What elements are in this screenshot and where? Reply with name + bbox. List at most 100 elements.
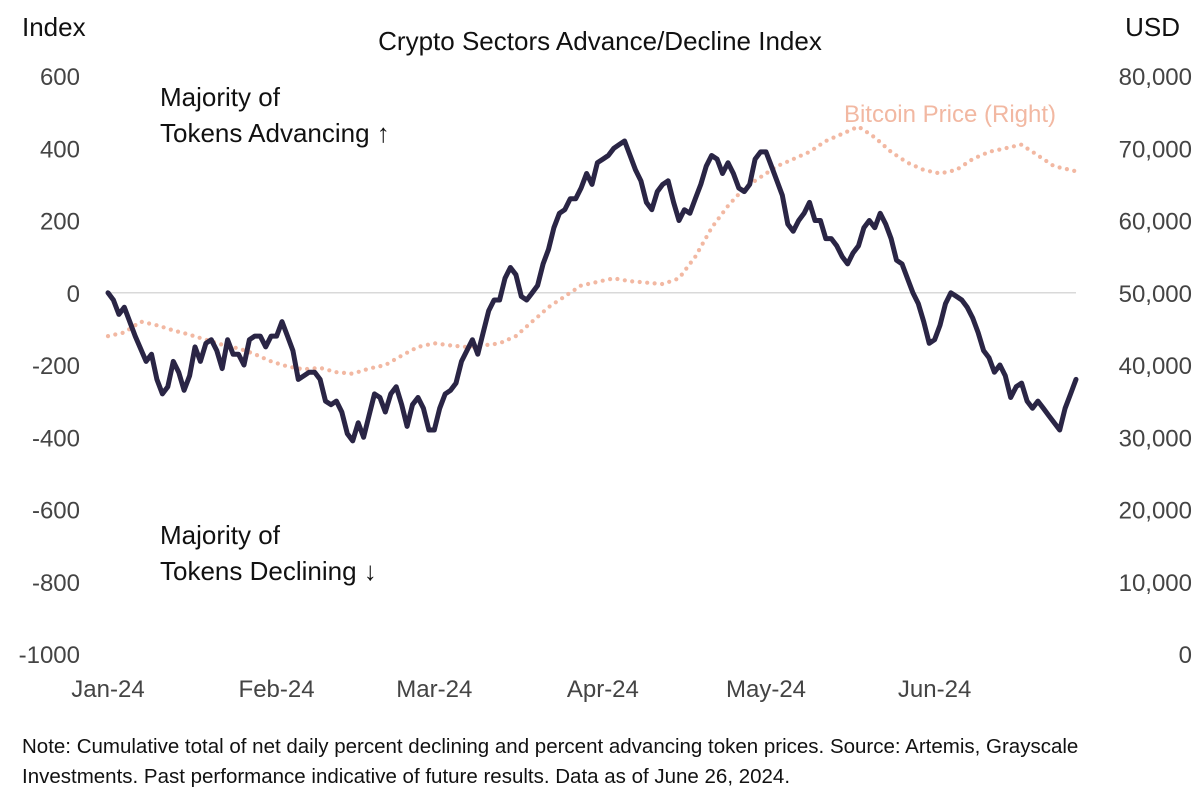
bitcoin-price-point <box>113 332 118 337</box>
bitcoin-price-point <box>319 366 325 371</box>
bitcoin-price-point <box>275 361 280 366</box>
bitcoin-price-point <box>405 350 410 355</box>
bitcoin-price-point <box>139 319 144 324</box>
bitcoin-price-point <box>660 281 665 287</box>
bitcoin-price-point <box>455 344 460 349</box>
bitcoin-price-point <box>433 341 438 346</box>
x-tick-label: Jan-24 <box>71 676 144 703</box>
bitcoin-price-point <box>864 130 870 135</box>
bitcoin-price-point <box>759 174 764 179</box>
left-tick-label: -400 <box>32 425 80 452</box>
bitcoin-price-point <box>190 333 195 338</box>
bitcoin-price-point <box>969 157 974 163</box>
bitcoin-price-point <box>586 281 591 287</box>
bitcoin-price-point <box>674 277 679 282</box>
bitcoin-price-point <box>398 354 403 359</box>
bitcoin-price-point <box>105 334 111 339</box>
bitcoin-price-point <box>530 319 535 324</box>
bitcoin-price-point <box>233 345 238 350</box>
bitcoin-price-point <box>536 314 541 319</box>
bitcoin-price-point <box>608 277 613 282</box>
x-tick-label: Jun-24 <box>898 676 971 703</box>
x-tick-label: May-24 <box>726 676 806 703</box>
x-tick-label: Feb-24 <box>239 676 315 703</box>
bitcoin-price-point <box>541 309 547 314</box>
bitcoin-price-point <box>785 159 790 164</box>
bitcoin-price-point <box>708 228 713 233</box>
bitcoin-price-point <box>197 335 202 340</box>
bitcoin-price-point <box>818 142 823 147</box>
bitcoin-price-point <box>593 280 598 285</box>
bitcoin-price-point <box>175 329 181 334</box>
bitcoin-price-point <box>894 153 899 158</box>
left-axis-ticks: 600 400 200 0 -200 -400 -600 -800 -1000 <box>19 64 80 669</box>
bitcoin-price-point <box>679 272 684 277</box>
bitcoin-price-point <box>778 162 783 167</box>
left-tick-label: -600 <box>32 498 80 525</box>
bitcoin-price-point <box>363 367 368 372</box>
declining-annotation-line-2: Tokens Declining ↓ <box>160 556 377 586</box>
bitcoin-price-point <box>1072 168 1077 173</box>
footnote: Note: Cumulative total of net daily perc… <box>22 735 1079 788</box>
bitcoin-price-point <box>327 368 332 373</box>
bitcoin-price-point <box>652 281 657 286</box>
bitcoin-price-point <box>578 283 583 288</box>
right-tick-label: 30,000 <box>1119 425 1192 452</box>
right-tick-label: 10,000 <box>1119 570 1192 597</box>
bitcoin-price-series <box>105 126 1077 376</box>
left-tick-label: -800 <box>32 570 80 597</box>
bitcoin-price-point <box>812 146 817 151</box>
bitcoin-price-point <box>858 126 863 131</box>
bitcoin-price-point <box>688 260 693 265</box>
bitcoin-price-point <box>696 248 702 253</box>
bitcoin-price-point <box>560 296 565 301</box>
bitcoin-price-point <box>1064 167 1069 172</box>
bitcoin-price-point <box>1025 146 1030 151</box>
right-axis-ticks: 80,000 70,000 60,000 50,000 40,000 30,000 20,0… <box>1119 64 1192 669</box>
bitcoin-price-point <box>440 342 445 347</box>
bitcoin-price-point <box>622 278 627 283</box>
bitcoin-price-point <box>1011 144 1017 149</box>
bitcoin-price-point <box>572 287 577 292</box>
bitcoin-price-point <box>240 347 245 352</box>
bitcoin-price-point <box>956 166 961 171</box>
bitcoin-price-point <box>1057 165 1062 170</box>
bitcoin-price-point <box>492 341 497 347</box>
right-axis-label: USD <box>1125 12 1180 42</box>
bitcoin-price-point <box>411 347 416 352</box>
bitcoin-price-point <box>700 241 705 246</box>
left-tick-label: 200 <box>40 209 80 236</box>
advancing-annotation-line-2: Tokens Advancing ↑ <box>160 118 390 148</box>
bitcoin-price-point <box>882 144 887 149</box>
bitcoin-price-point <box>513 334 518 339</box>
bitcoin-price-point <box>667 279 672 284</box>
bitcoin-price-point <box>282 363 288 368</box>
bitcoin-price-point <box>312 366 317 371</box>
left-tick-label: 400 <box>40 136 80 163</box>
bitcoin-price-point <box>334 370 339 375</box>
bitcoin-price-point <box>942 170 947 175</box>
bitcoin-price-point <box>876 139 882 144</box>
bitcoin-price-point <box>831 135 836 140</box>
bitcoin-price-point <box>949 168 955 173</box>
bitcoin-price-point <box>418 344 423 349</box>
bitcoin-price-point <box>693 254 698 259</box>
left-axis-label: Index <box>22 12 86 42</box>
bitcoin-price-point <box>385 361 390 366</box>
bitcoin-price-point <box>704 235 709 240</box>
bitcoin-price-point <box>725 204 730 209</box>
bitcoin-price-point <box>1004 145 1009 151</box>
bitcoin-price-point <box>1037 154 1043 159</box>
bitcoin-price-point <box>183 331 188 336</box>
right-tick-label: 20,000 <box>1119 498 1192 525</box>
bitcoin-price-point <box>935 170 940 175</box>
bitcoin-price-point <box>1050 163 1055 168</box>
x-axis-ticks: Jan-24 Feb-24 Mar-24 Apr-24 May-24 Jun-24 <box>71 676 971 703</box>
bitcoin-legend-label: Bitcoin Price (Right) <box>844 101 1056 128</box>
bitcoin-price-point <box>506 337 511 342</box>
bitcoin-price-point <box>721 210 726 215</box>
bitcoin-price-point <box>645 280 650 285</box>
bitcoin-price-point <box>161 325 166 330</box>
bitcoin-price-point <box>566 291 571 297</box>
